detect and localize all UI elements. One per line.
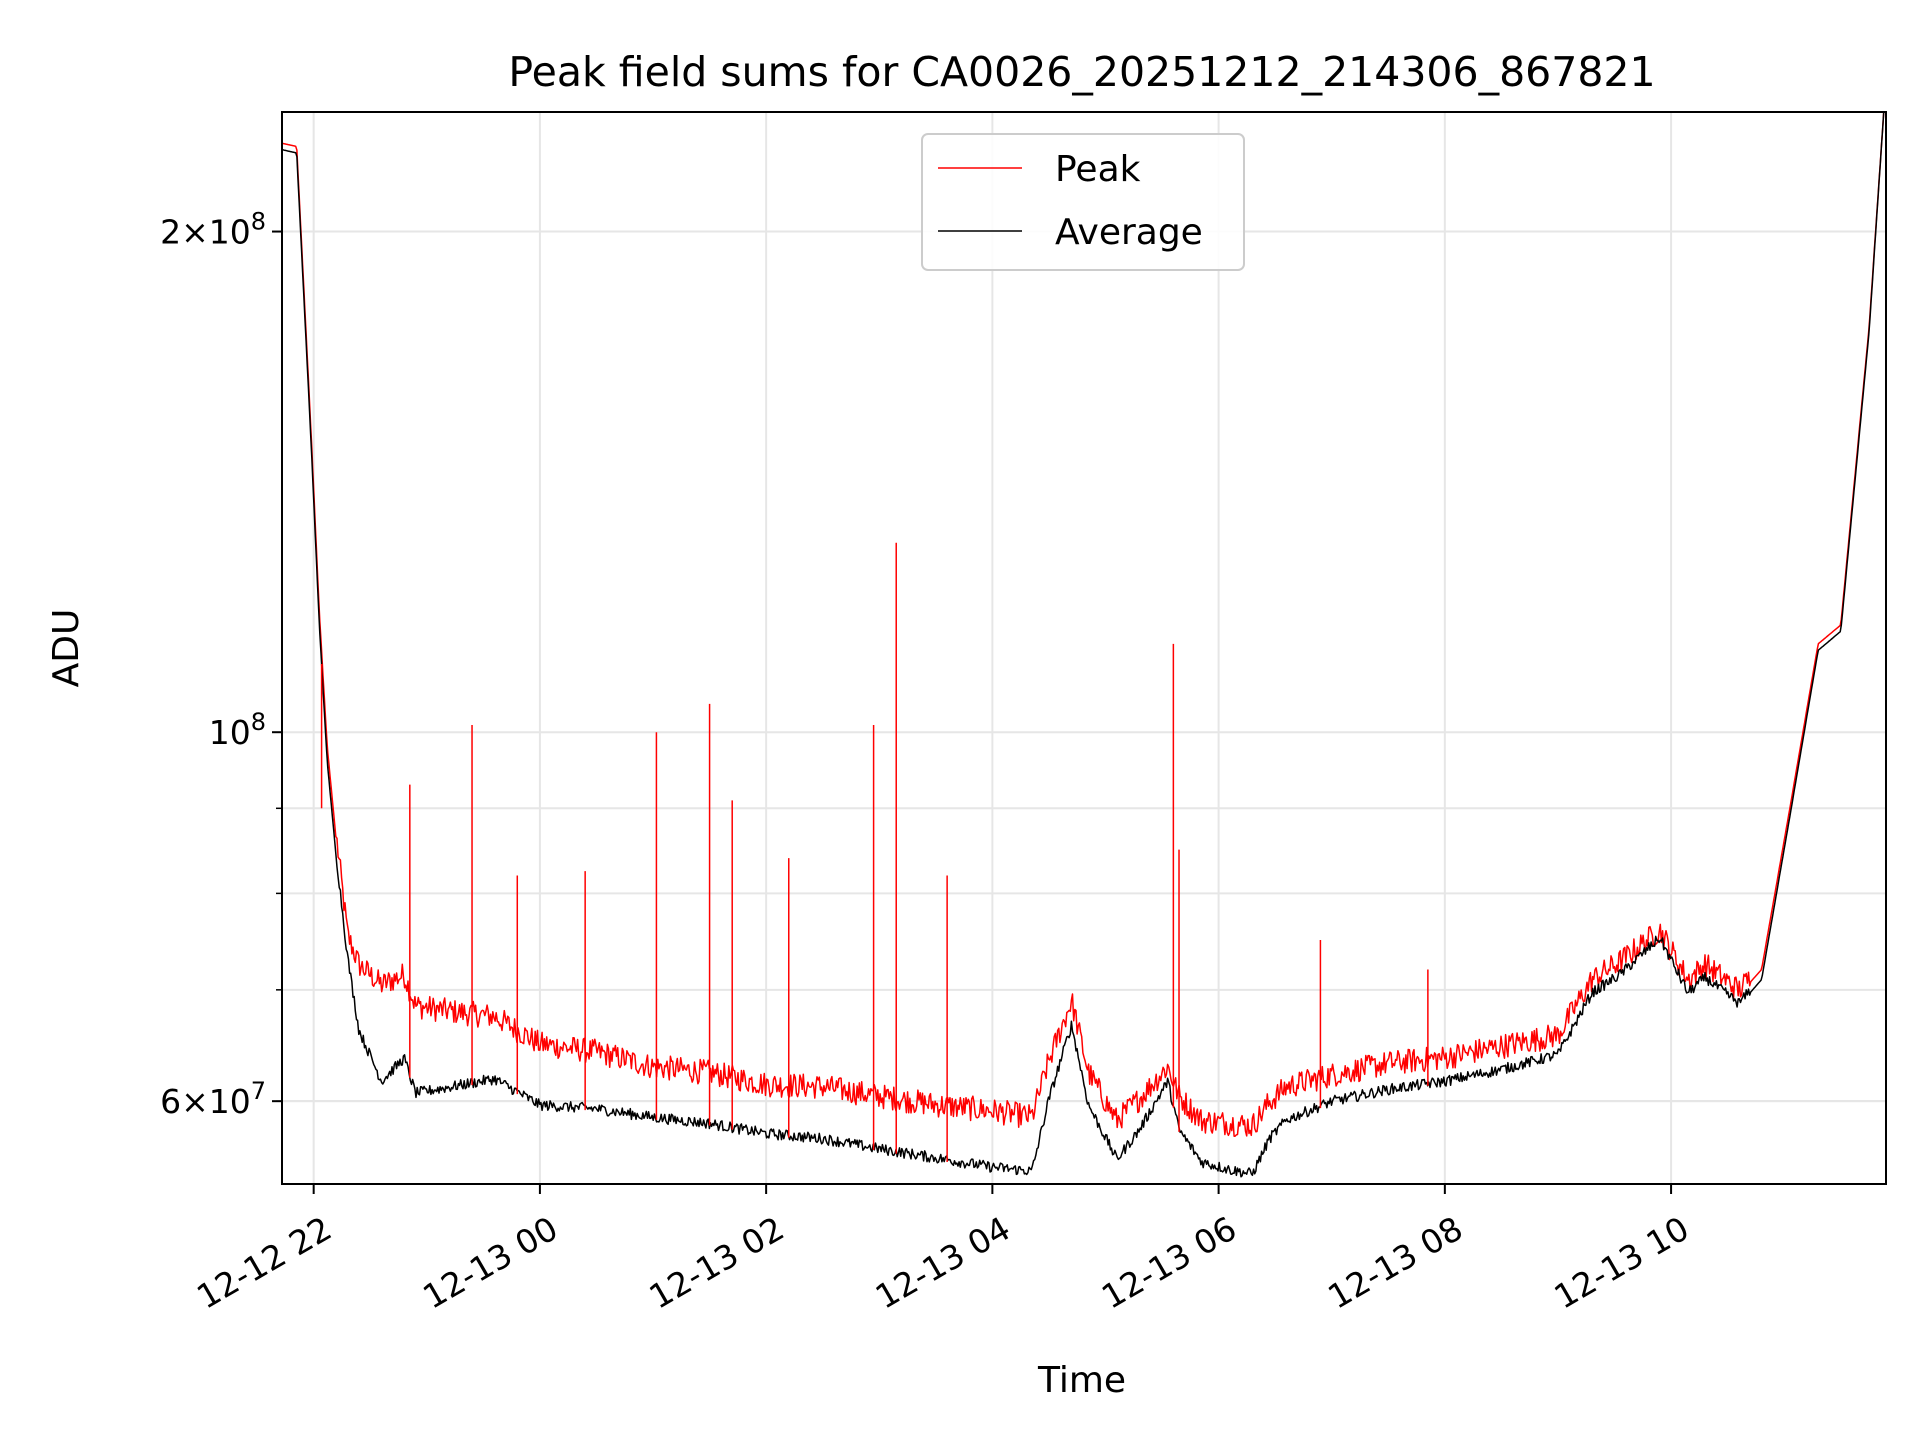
legend-peak-label: Peak (1055, 149, 1141, 190)
plot-area (281, 111, 1887, 1185)
series-line-average (281, 111, 1886, 1178)
y-axis-label: ADU (46, 609, 87, 688)
y-tick-label: 6×107 (160, 1077, 266, 1121)
chart-title: Peak field sums for CA0026_20251212_2143… (508, 48, 1655, 96)
plot-frame (281, 111, 1887, 1185)
y-tick-label: 108 (209, 708, 266, 752)
series-layer (281, 111, 1886, 1178)
x-axis-label: Time (1037, 1360, 1126, 1401)
y-axis: 6×107 108 2×108 (160, 208, 282, 1121)
y-tick-label: 2×108 (160, 208, 266, 252)
legend-average-label: Average (1055, 212, 1203, 253)
legend: Peak Average (921, 133, 1245, 271)
series-line-peak (281, 111, 1886, 1137)
